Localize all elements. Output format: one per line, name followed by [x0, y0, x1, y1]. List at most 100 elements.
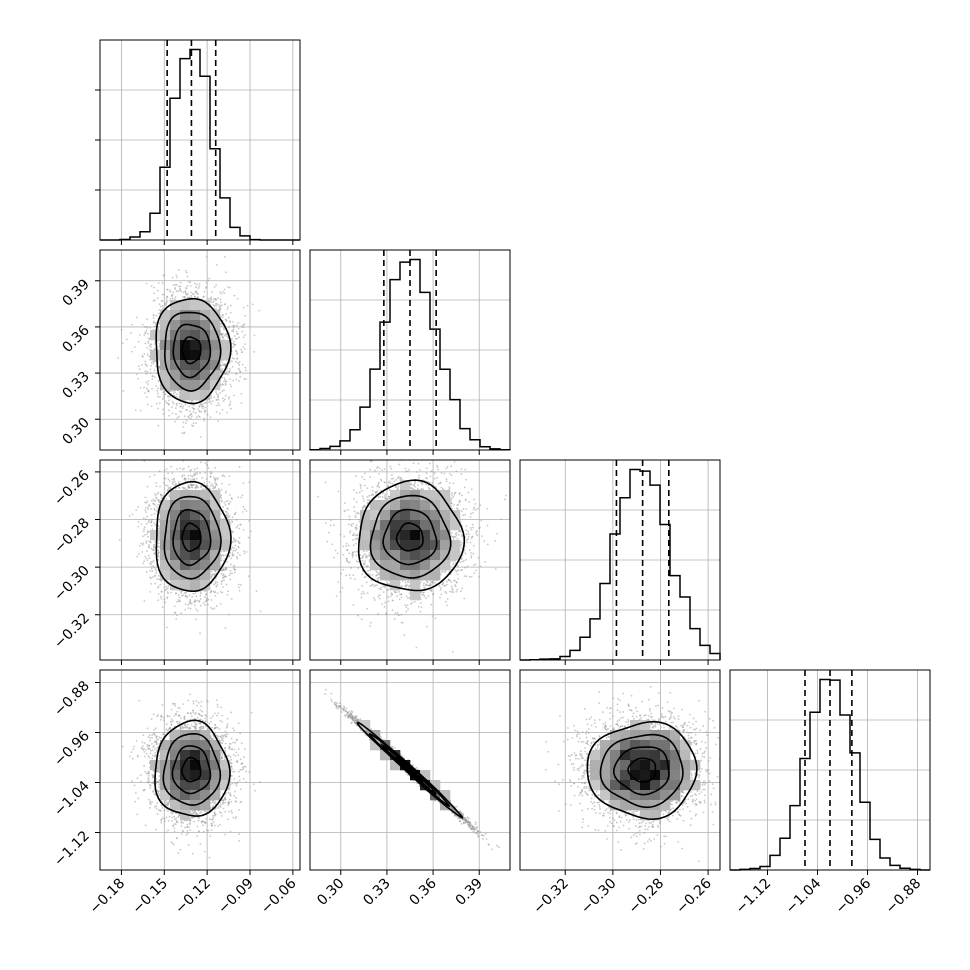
sample-point	[224, 378, 226, 381]
sample-point	[227, 373, 229, 376]
sample-point	[184, 422, 187, 425]
sample-point	[227, 337, 229, 339]
sample-point	[213, 396, 216, 399]
sample-point	[157, 297, 159, 300]
sample-point	[232, 379, 235, 382]
sample-point	[224, 271, 227, 274]
sample-point	[221, 290, 224, 293]
sample-point	[233, 513, 236, 516]
sample-point	[153, 566, 156, 569]
sample-point	[158, 303, 161, 306]
sample-point	[198, 282, 201, 285]
sample-point	[143, 560, 146, 563]
sample-point	[168, 495, 171, 498]
sample-point	[149, 346, 152, 348]
sample-point	[143, 600, 146, 602]
sample-point	[193, 468, 196, 471]
sample-point	[243, 552, 246, 555]
sample-point	[182, 295, 184, 298]
sample-point	[153, 369, 156, 372]
density-cell	[210, 310, 221, 321]
sample-point	[154, 568, 157, 571]
sample-point	[242, 550, 245, 553]
sample-point	[157, 503, 160, 506]
sample-point	[189, 281, 192, 284]
sample-point	[231, 360, 233, 363]
sample-point	[148, 557, 151, 560]
sample-point	[242, 529, 245, 531]
sample-point	[190, 602, 193, 605]
sample-point	[209, 484, 212, 487]
sample-point	[229, 311, 232, 314]
sample-point	[240, 584, 242, 586]
sample-point	[222, 577, 224, 579]
sample-point	[216, 478, 219, 481]
sample-point	[200, 405, 203, 408]
sample-point	[153, 543, 155, 546]
sample-point	[171, 400, 174, 403]
sample-point	[164, 589, 167, 592]
sample-point	[240, 393, 243, 395]
sample-point	[178, 391, 181, 394]
sample-point	[184, 603, 187, 606]
sample-point	[184, 290, 186, 292]
sample-point	[220, 512, 223, 515]
sample-point	[225, 372, 228, 374]
sample-point	[158, 578, 160, 581]
sample-point	[232, 531, 234, 534]
sample-point	[137, 525, 140, 528]
density-panel-1-0	[117, 255, 261, 438]
density-cell	[180, 350, 191, 361]
sample-point	[140, 542, 142, 545]
sample-point	[143, 334, 146, 336]
sample-point	[157, 585, 160, 588]
density-cell	[220, 350, 231, 361]
sample-point	[143, 528, 145, 531]
sample-point	[203, 402, 205, 405]
sample-point	[224, 492, 227, 494]
sample-point	[149, 590, 152, 593]
sample-point	[147, 379, 150, 382]
sample-point	[232, 555, 234, 557]
sample-point	[148, 519, 150, 522]
sample-point	[226, 308, 229, 311]
sample-point	[225, 554, 227, 556]
sample-point	[215, 283, 218, 286]
sample-point	[170, 591, 172, 594]
sample-point	[145, 511, 148, 514]
sample-point	[213, 307, 216, 310]
sample-point	[137, 552, 140, 555]
sample-point	[193, 296, 196, 298]
sample-point	[209, 297, 212, 300]
sample-point	[230, 385, 233, 388]
sample-point	[157, 491, 160, 494]
sample-point	[145, 396, 148, 399]
sample-point	[157, 387, 159, 390]
sample-point	[170, 406, 173, 409]
sample-point	[148, 355, 151, 358]
sample-point	[206, 463, 208, 466]
sample-point	[137, 521, 140, 523]
sample-point	[191, 484, 194, 487]
sample-point	[218, 305, 221, 308]
contour-1-0-1	[163, 311, 222, 392]
sample-point	[227, 397, 230, 400]
sample-point	[165, 299, 168, 301]
sample-point	[220, 583, 223, 585]
sample-point	[143, 325, 146, 328]
sample-point	[229, 501, 232, 503]
sample-point	[221, 335, 224, 338]
sample-point	[244, 366, 247, 369]
sample-point	[213, 607, 216, 610]
sample-point	[229, 569, 232, 572]
sample-point	[145, 571, 148, 573]
sample-point	[199, 598, 202, 600]
sample-point	[162, 408, 164, 411]
sample-point	[211, 400, 214, 403]
sample-point	[165, 468, 168, 470]
sample-point	[161, 305, 164, 307]
sample-point	[221, 569, 224, 572]
sample-point	[186, 284, 189, 287]
sample-point	[214, 391, 217, 393]
sample-point	[237, 322, 240, 324]
